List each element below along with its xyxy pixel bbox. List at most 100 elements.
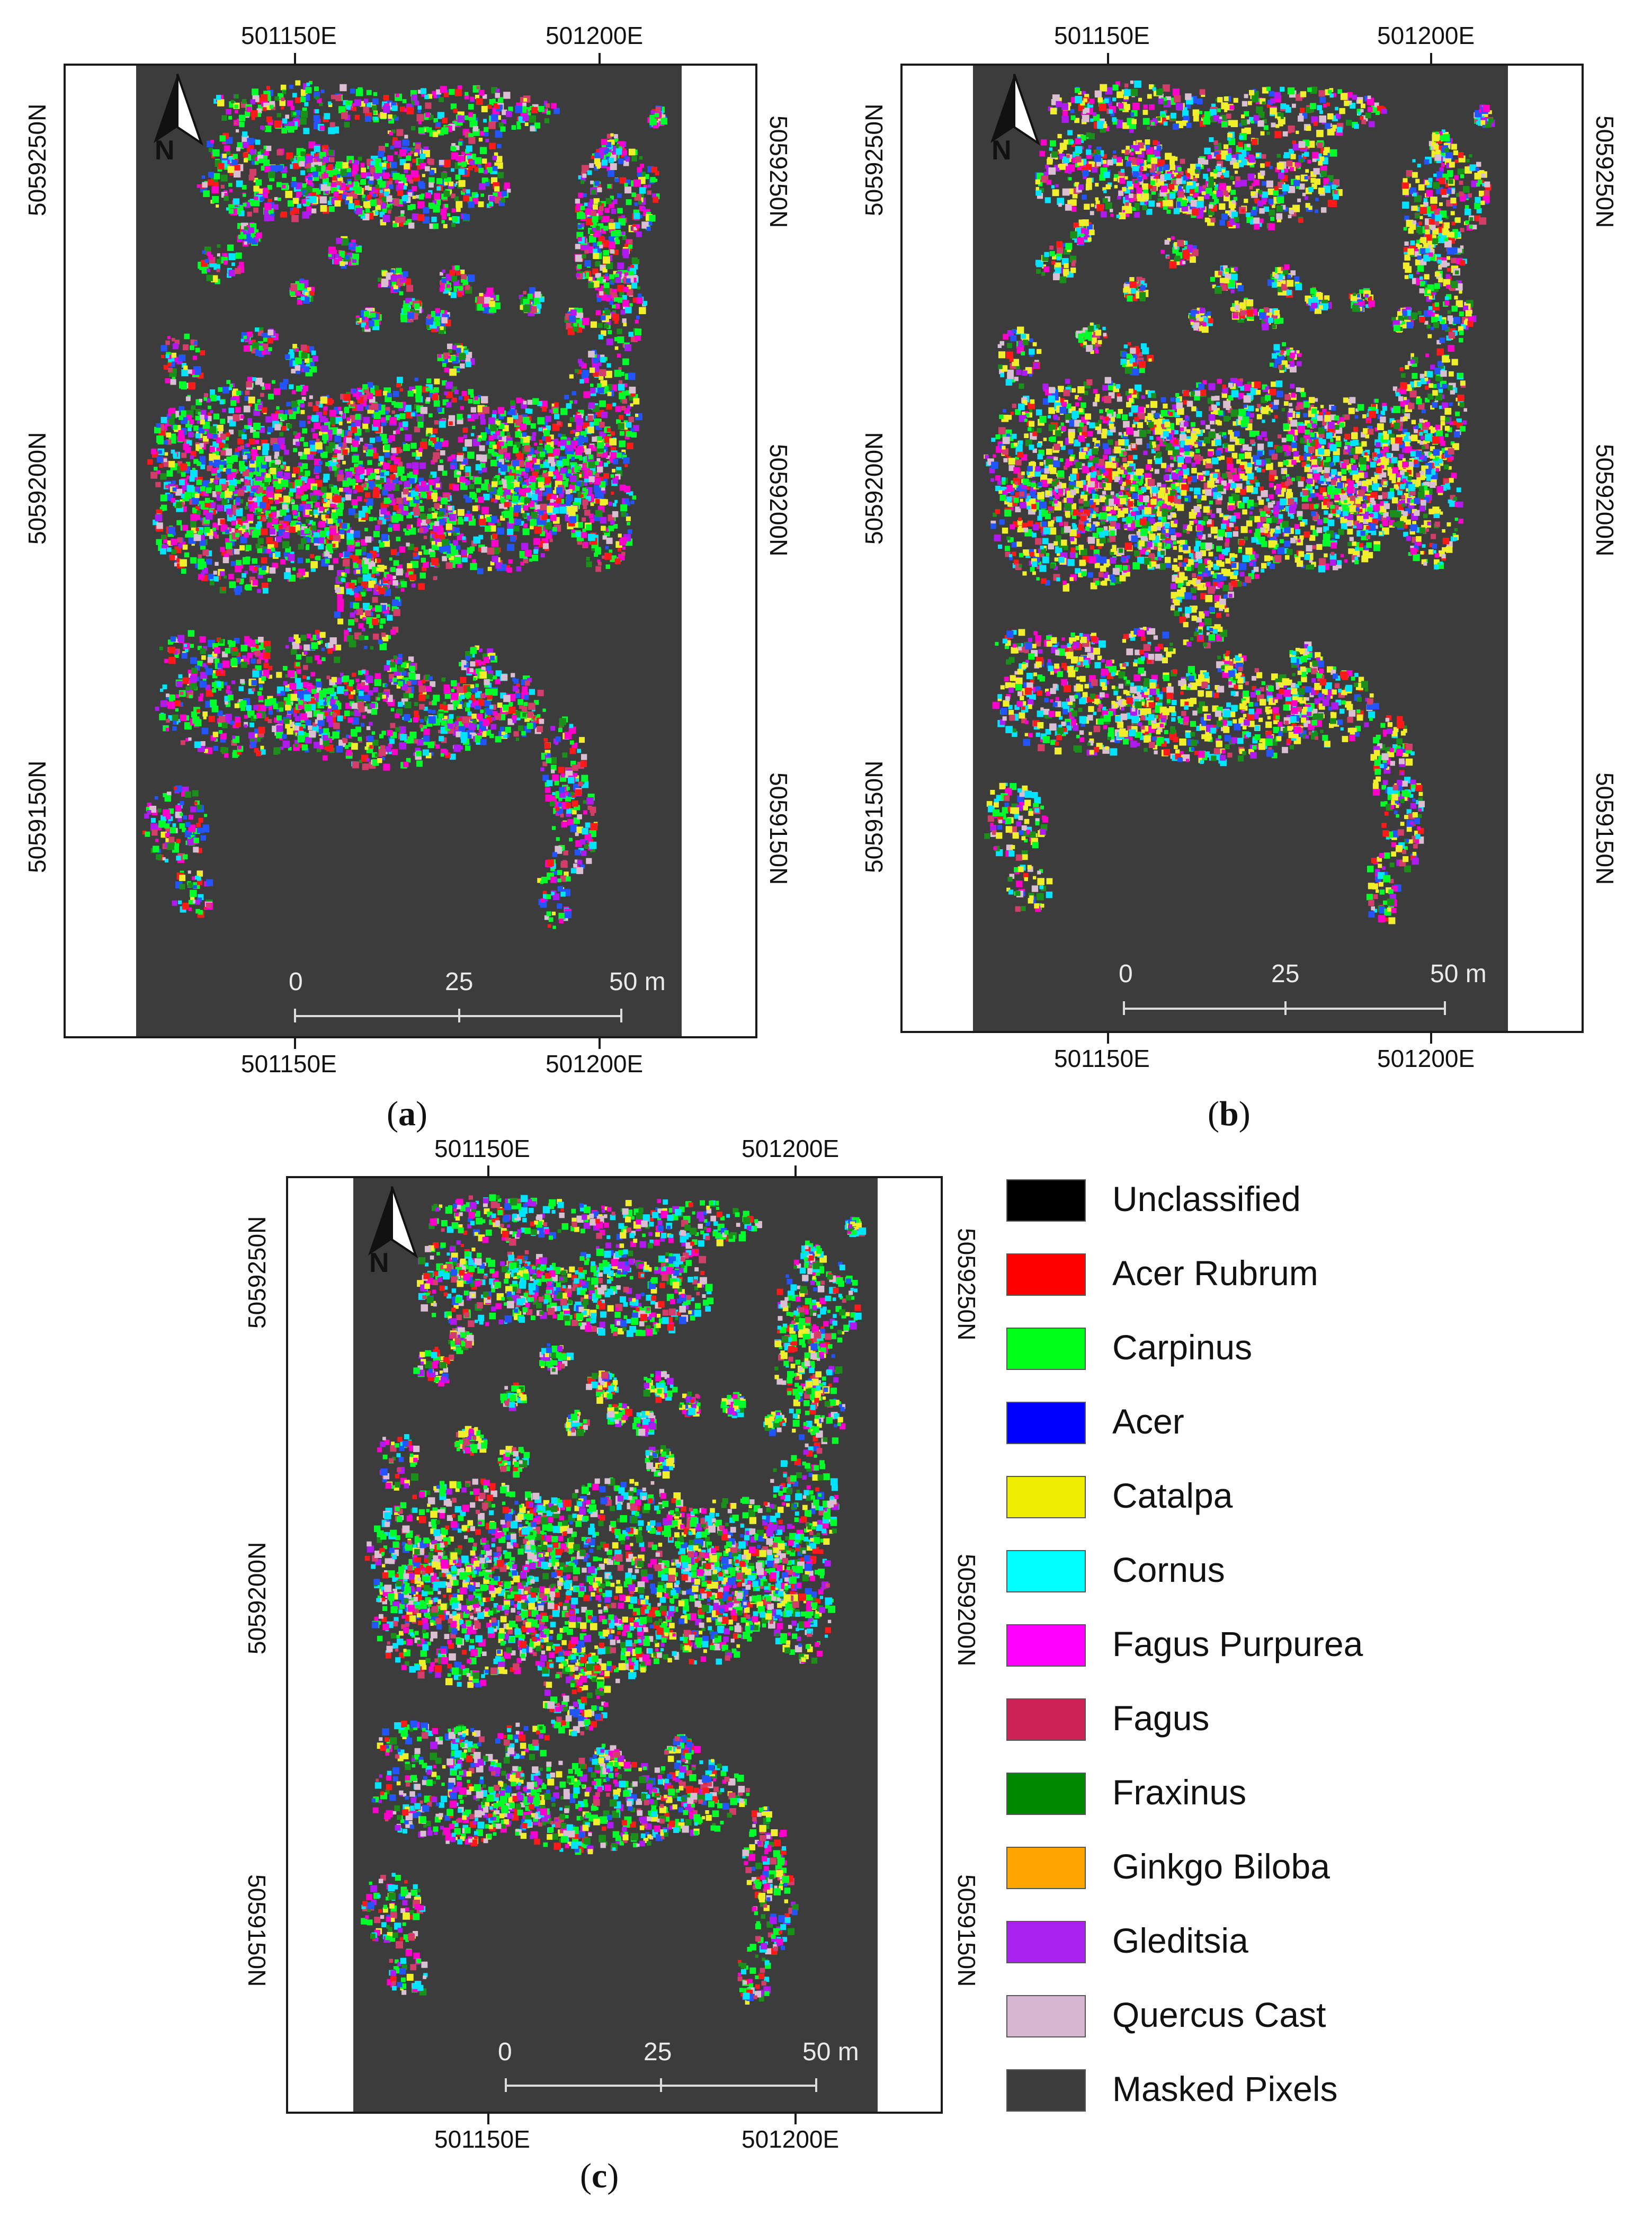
crown-pixel: [337, 519, 342, 523]
crown-pixel: [362, 505, 368, 512]
crown-pixel: [422, 386, 428, 393]
crown-pixel: [460, 406, 464, 410]
crown-pixel: [310, 495, 318, 502]
crown-pixel: [307, 415, 311, 420]
crown-pixel: [213, 413, 220, 420]
crown-pixel: [465, 466, 471, 473]
crown-pixel: [616, 419, 621, 424]
crown-pixel: [650, 177, 656, 183]
crown-pixel: [515, 431, 522, 438]
crown-pixel: [284, 122, 288, 126]
crown-pixel: [489, 301, 495, 307]
crown-pixel: [374, 385, 379, 390]
crown-pixel: [160, 345, 167, 352]
crown-pixel: [623, 323, 627, 326]
crown-pixel: [244, 158, 248, 163]
crown-pixel: [261, 407, 267, 413]
crown-pixel: [606, 455, 610, 459]
crown-pixel: [493, 433, 498, 439]
crown-pixel: [415, 455, 421, 460]
crown-pixel: [612, 314, 619, 321]
crown-pixel: [451, 208, 456, 213]
crown-pixel: [153, 519, 158, 526]
crown-pixel: [176, 558, 181, 563]
crown-pixel: [252, 239, 256, 243]
crown-pixel: [452, 521, 457, 525]
crown-pixel: [590, 388, 596, 394]
crown-pixel: [609, 274, 615, 280]
crown-pixel: [307, 180, 312, 185]
crown-pixel: [591, 210, 597, 216]
crown-pixel: [635, 335, 641, 341]
crown-pixel: [306, 166, 312, 173]
crown-pixel: [244, 571, 248, 574]
crown-pixel: [630, 428, 635, 432]
crown-pixel: [231, 262, 235, 266]
crown-pixel: [397, 402, 403, 408]
crown-pixel: [195, 399, 202, 405]
crown-pixel: [565, 478, 569, 482]
crown-pixel: [187, 369, 192, 374]
crown-pixel: [588, 282, 594, 288]
crown-pixel: [582, 528, 586, 532]
crown-pixel: [191, 405, 196, 410]
crown-pixel: [590, 199, 593, 203]
crown-pixel: [247, 211, 252, 217]
crown-pixel: [405, 318, 409, 322]
crown-pixel: [502, 109, 507, 115]
crown-pixel: [633, 425, 639, 431]
crown-pixel: [522, 114, 529, 121]
crown-pixel: [524, 479, 530, 486]
crown-pixel: [171, 439, 176, 444]
crown-pixel: [222, 468, 227, 472]
crown-pixel: [207, 251, 211, 256]
crown-pixel: [281, 97, 285, 101]
crown-pixel: [293, 431, 297, 435]
crown-pixel: [618, 146, 622, 150]
crown-pixel: [495, 462, 499, 467]
crown-pixel: [370, 313, 376, 318]
crown-pixel: [414, 547, 418, 551]
crown-pixel: [599, 369, 606, 377]
crown-pixel: [619, 392, 626, 399]
crown-pixel: [230, 469, 237, 475]
crown-pixel: [499, 441, 504, 446]
crown-pixel: [628, 416, 634, 422]
crown-pixel: [291, 521, 296, 526]
crown-pixel: [461, 390, 467, 396]
crown-pixel: [500, 126, 506, 132]
crown-pixel: [204, 497, 210, 503]
crown-pixel: [267, 337, 273, 344]
crown-pixel: [392, 477, 399, 484]
crown-pixel: [441, 539, 449, 546]
crown-pixel: [400, 106, 405, 112]
crown-pixel: [415, 485, 421, 492]
crown-pixel: [274, 197, 278, 201]
crown-pixel: [299, 161, 305, 167]
crown-pixel: [502, 448, 507, 453]
crown-pixel: [302, 386, 308, 391]
crown-pixel: [468, 555, 471, 558]
crown-pixel: [230, 471, 236, 478]
crown-pixel: [267, 120, 273, 126]
crown-pixel: [641, 172, 646, 177]
crown-pixel: [571, 430, 576, 433]
crown-pixel: [385, 471, 389, 476]
crown-pixel: [221, 550, 227, 556]
crown-pixel: [633, 209, 639, 216]
crown-pixel: [240, 536, 247, 544]
crown-pixel: [313, 509, 319, 515]
crown-pixel: [328, 253, 332, 257]
crown-pixel: [295, 80, 301, 86]
crown-pixel: [289, 290, 296, 296]
crown-pixel: [212, 523, 219, 530]
crown-pixel: [360, 179, 366, 185]
crown-pixel: [370, 484, 376, 490]
crown-pixel: [609, 549, 613, 553]
crown-pixel: [164, 452, 168, 456]
crown-pixel: [212, 441, 219, 448]
crown-pixel: [296, 182, 303, 190]
crown-pixel: [262, 496, 269, 503]
crown-pixel: [453, 183, 457, 187]
crown-pixel: [510, 400, 515, 406]
